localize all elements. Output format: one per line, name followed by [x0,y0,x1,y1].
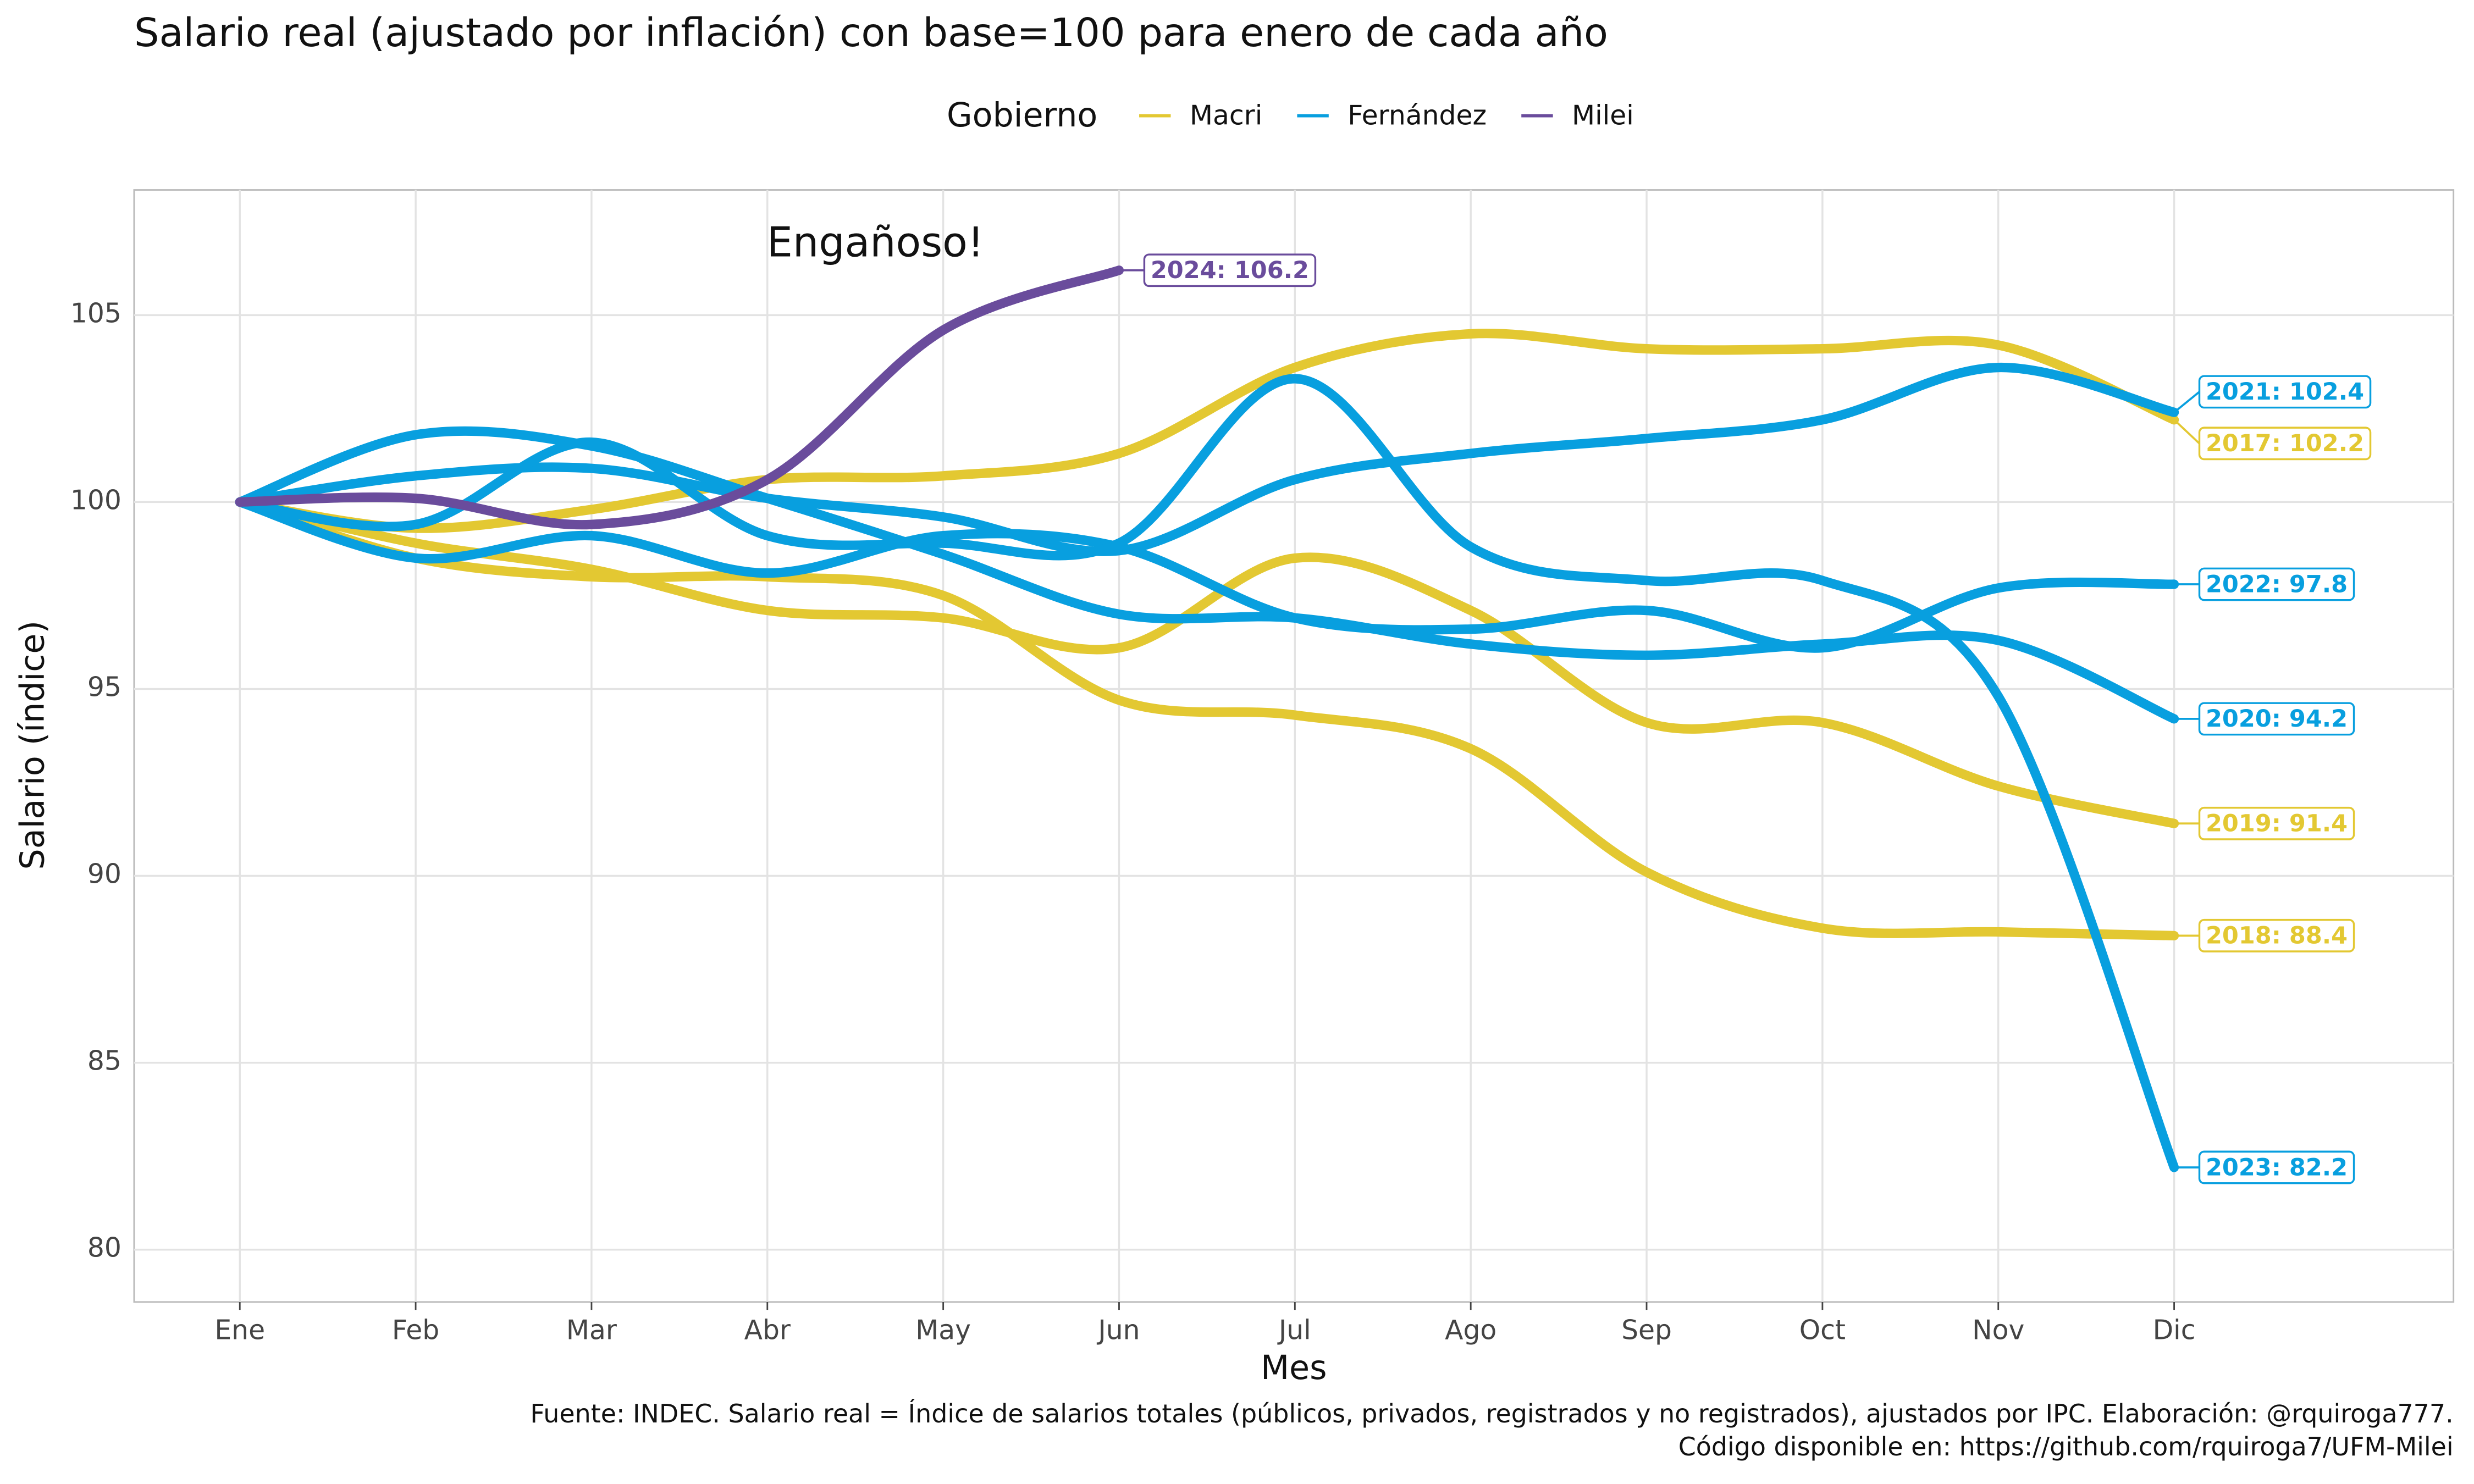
y-tick-label: 95 [87,671,122,702]
x-tick-label: Jun [1096,1314,1140,1345]
end-label-box [2198,918,2355,953]
legend-label: Milei [1572,100,1634,131]
y-tick-label: 80 [87,1232,122,1264]
x-tick-label: Mar [566,1314,617,1345]
caption: Fuente: INDEC. Salario real = Índice de … [530,1399,2453,1428]
grid [134,190,2454,1302]
y-tick-label: 90 [87,859,122,890]
end-label: 2022: 97.8 [2198,567,2355,601]
x-axis-label: Mes [1261,1349,1327,1387]
y-axis-label: Salario (índice) [14,621,52,870]
end-label-box [2198,702,2355,736]
end-label: 2023: 82.2 [2198,1150,2355,1184]
label-connector [2173,391,2200,413]
end-label-text: 2023: 82.2 [2206,1154,2348,1181]
end-label: 2020: 94.2 [2198,702,2355,736]
end-label-text: 2019: 91.4 [2206,810,2348,838]
end-label: 2017: 102.2 [2198,427,2372,461]
end-label-box [2198,427,2372,461]
end-label-box [2198,1150,2355,1184]
label-connector [2173,419,2200,445]
x-tick-label: Nov [1972,1314,2024,1345]
series-line [235,329,2179,533]
series-line [235,374,2179,1172]
x-tick-label: May [915,1314,971,1345]
y-tick-label: 100 [70,484,122,516]
x-tick-label: Jul [1277,1314,1311,1345]
end-label-box [2198,806,2355,840]
x-tick-label: Sep [1621,1314,1672,1345]
x-tick-label: Dic [2153,1314,2196,1345]
x-tick-label: Ene [214,1314,265,1345]
series-line [235,497,2179,828]
y-tick-label: 105 [70,297,122,329]
x-tick-label: Ago [1445,1314,1496,1345]
annotation: Engañoso! [767,218,984,266]
y-tick-label: 85 [87,1045,122,1077]
x-tick-label: Abr [744,1314,791,1345]
end-label-text: 2017: 102.2 [2206,430,2364,457]
end-label-box [2198,375,2372,409]
end-label-box [1143,253,1317,287]
end-label-text: 2020: 94.2 [2206,705,2348,733]
x-tick-label: Feb [392,1314,439,1345]
end-label: 2024: 106.2 [1143,253,1317,287]
x-tick-label: Oct [1799,1314,1846,1345]
end-label-text: 2021: 102.4 [2206,378,2364,406]
caption: Código disponible en: https://github.com… [1678,1432,2454,1461]
legend-label: Macri [1190,100,1262,131]
legend-title: Gobierno [947,96,1097,135]
series-line [235,362,2179,556]
end-label-box [2198,567,2355,601]
end-label: 2018: 88.4 [2198,918,2355,953]
chart-title: Salario real (ajustado por inflación) co… [134,9,1608,56]
end-label-text: 2024: 106.2 [1151,257,1309,284]
end-label-text: 2018: 88.4 [2206,922,2348,950]
series-line [235,497,2179,940]
plot-border [133,189,2455,1303]
end-label: 2021: 102.4 [2198,375,2372,409]
legend-label: Fernández [1348,100,1487,131]
series-line [235,265,1124,530]
end-label-text: 2022: 97.8 [2206,571,2348,598]
series-line [235,497,2179,653]
end-label: 2019: 91.4 [2198,806,2355,840]
